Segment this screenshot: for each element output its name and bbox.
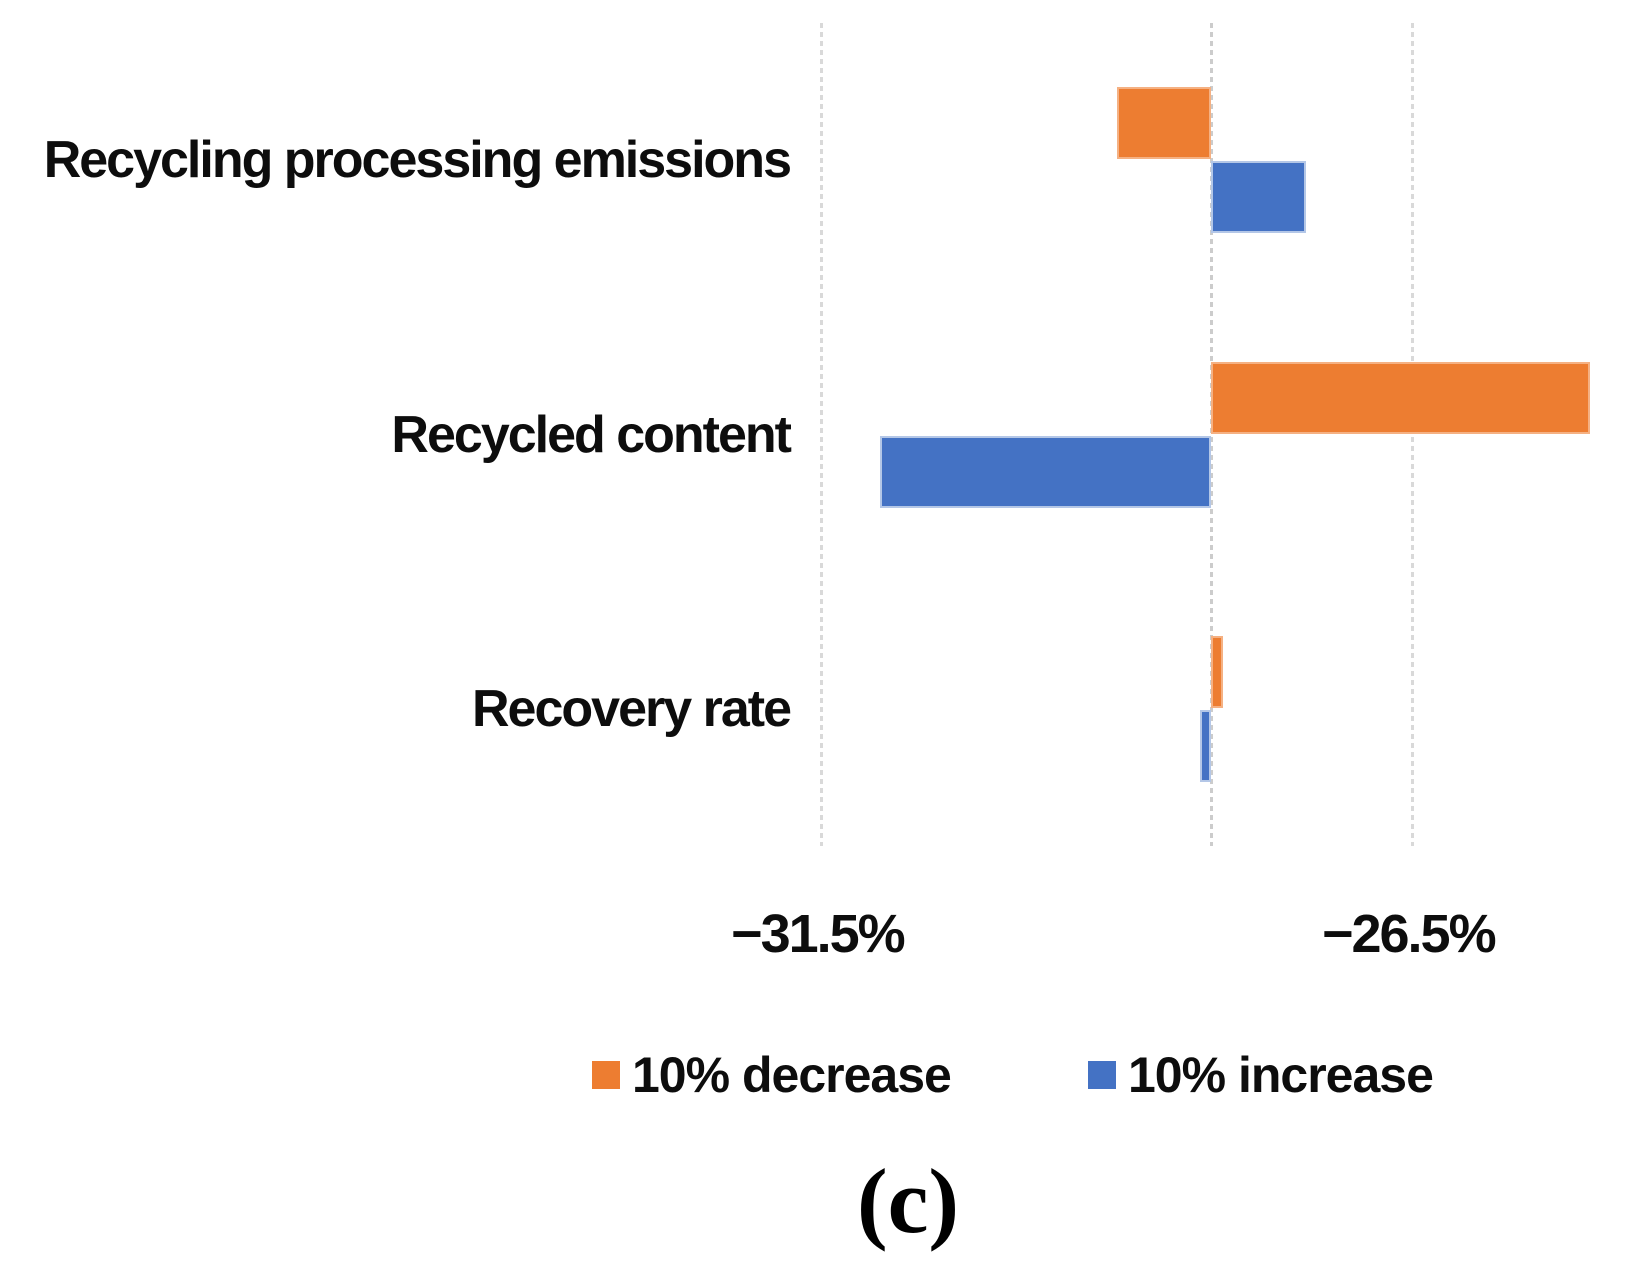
figure-caption: (c) (856, 1150, 960, 1252)
category-label: Recovery rate (472, 679, 792, 738)
bar-increase-1 (880, 435, 1212, 508)
bar-decrease-0 (1116, 87, 1212, 160)
gridline (1410, 23, 1414, 846)
category-label: Recycling processing emissions (43, 131, 792, 190)
category-axis-line (1209, 23, 1213, 846)
x-tick-label: −31.5% (731, 904, 906, 964)
x-tick-label: −26.5% (1321, 904, 1497, 964)
bar-decrease-2 (1211, 635, 1224, 708)
gridline (819, 23, 823, 846)
legend-swatch-icon (1088, 1061, 1116, 1089)
bar-increase-2 (1199, 709, 1212, 782)
bar-decrease-1 (1211, 361, 1590, 434)
category-label: Recycled content (391, 405, 792, 464)
legend-item: 10% increase (1088, 1046, 1434, 1104)
legend-swatch-icon (592, 1061, 620, 1089)
legend-item: 10% decrease (592, 1046, 952, 1104)
bar-increase-0 (1211, 161, 1306, 234)
legend-label: 10% increase (1128, 1047, 1434, 1103)
legend-label: 10% decrease (632, 1047, 952, 1103)
